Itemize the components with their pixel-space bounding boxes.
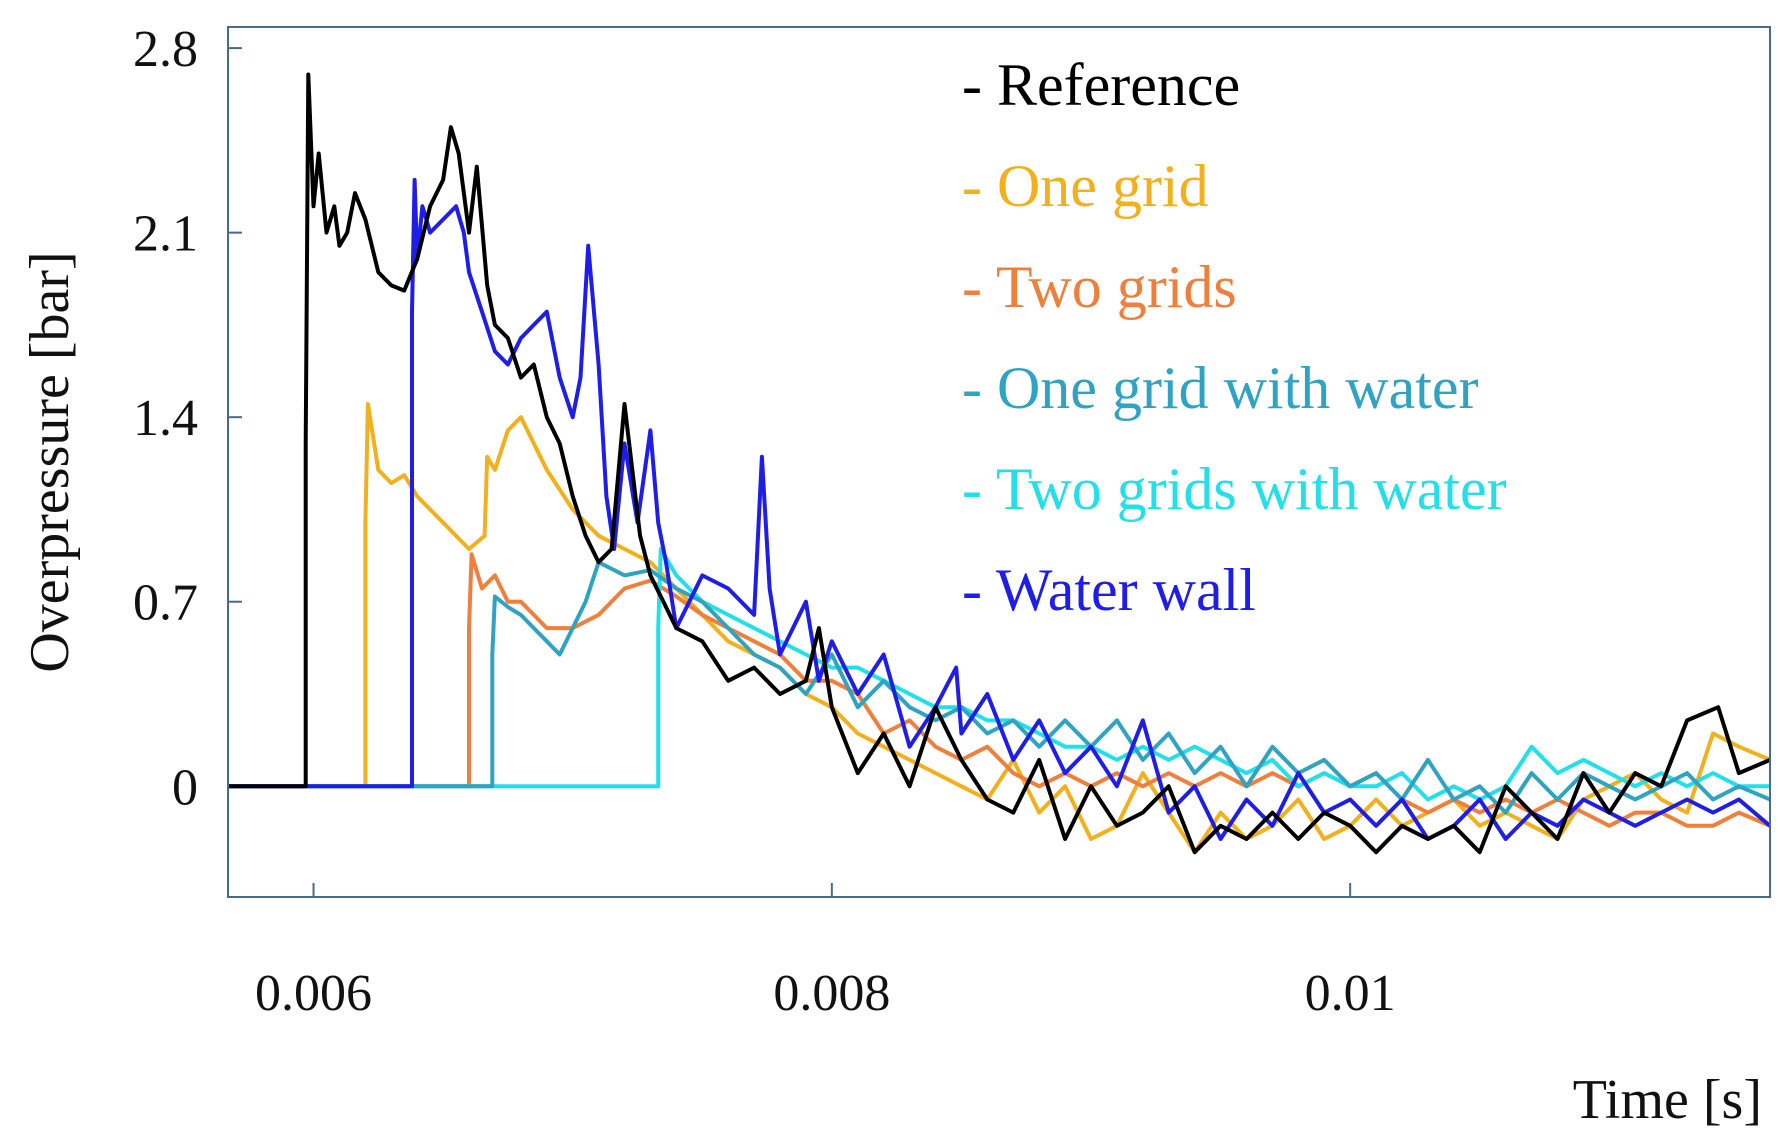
x-axis-title: Time [s] (1573, 1069, 1762, 1131)
y-tick-label: 1.4 (133, 390, 198, 447)
x-tick-label: 0.01 (1305, 965, 1396, 1022)
legend: - Reference - One grid - Two grids - One gr… (962, 52, 1507, 623)
legend-entry: - Two grids with water (962, 456, 1507, 522)
plot-area (227, 26, 1771, 898)
legend-entry: - One grid (962, 153, 1209, 219)
series-layer (229, 72, 1769, 855)
legend-entry: - Two grids (962, 254, 1237, 320)
legend-entry: - One grid with water (962, 355, 1479, 421)
series-line-0 (229, 72, 1769, 855)
legend-entry: - Water wall (962, 557, 1256, 623)
series-line-2 (229, 552, 1769, 828)
x-axis: 0.006 0.008 0.01 (255, 883, 1396, 1022)
y-axis: 0 0.7 1.4 2.1 2.8 (133, 21, 242, 816)
x-tick-label: 0.008 (773, 965, 890, 1022)
y-tick-label: 0 (172, 759, 198, 816)
x-tick-label: 0.006 (255, 965, 372, 1022)
series-line-3 (229, 560, 1769, 815)
series-line-4 (229, 547, 1769, 802)
y-tick-label: 2.1 (133, 206, 198, 263)
y-axis-title: Overpressure [bar] (19, 251, 81, 672)
legend-entry: - Reference (962, 52, 1240, 118)
y-tick-label: 2.8 (133, 21, 198, 78)
y-tick-label: 0.7 (133, 575, 198, 632)
